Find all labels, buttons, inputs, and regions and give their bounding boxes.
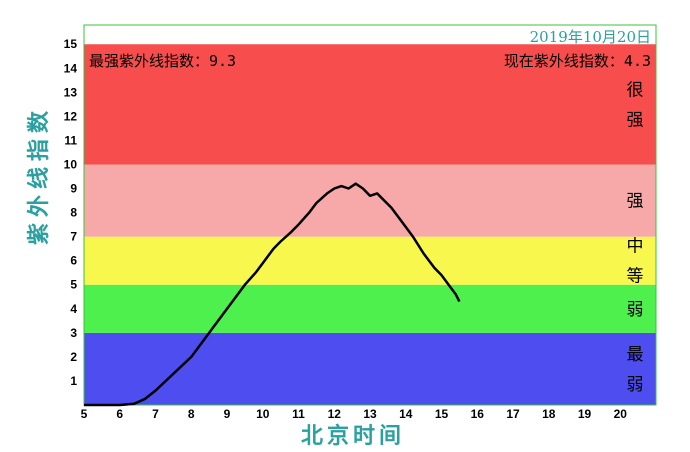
x-axis-title: 北京时间 [301,423,405,449]
y-tick-label: 1 [70,374,77,388]
x-tick-label: 6 [116,407,123,421]
y-tick-label: 6 [70,254,77,268]
y-tick-label: 12 [64,109,78,123]
uv-band-3 [84,164,656,237]
x-tick-label: 17 [506,407,520,421]
uv-index-series-line [84,182,461,407]
x-tick-label: 19 [578,407,592,421]
plot-frame [83,24,657,406]
y-tick-label: 8 [70,206,77,220]
x-tick-label: 10 [256,407,270,421]
band-label-text: 最 [627,345,644,365]
x-tick-label: 5 [81,407,88,421]
date-label: 2019年10月20日 [530,28,651,46]
band-label-text: 很 [627,80,644,100]
band-label-text: 弱 [627,375,644,395]
y-axis-title: 紫外线指数 [26,105,52,245]
y-tick-label: 3 [70,326,77,340]
x-tick-label: 18 [542,407,556,421]
y-tick-label: 4 [70,302,77,316]
uv-band-2 [84,236,656,285]
y-tick-label: 10 [64,157,78,171]
band-label-text: 强 [627,192,644,212]
band-label-text: 中 [627,237,644,257]
x-axis-ticks: 5 6 7 8 9 10 11 12 13 14 15 16 17 18 19 20 [81,407,628,421]
x-tick-label: 11 [292,407,305,421]
uv-band-4 [84,44,656,165]
x-tick-label: 14 [399,407,413,421]
y-tick-label: 7 [70,230,77,244]
uv-level-bands [84,44,656,405]
y-tick-label: 13 [64,85,78,99]
x-tick-label: 12 [328,407,342,421]
band-label-text: 等 [627,267,644,287]
band-label-text: 强 [627,110,644,130]
max-uv-label: 最强紫外线指数：9.3 [89,52,236,70]
x-tick-label: 13 [363,407,377,421]
x-tick-label: 7 [152,407,159,421]
x-tick-label: 15 [435,407,449,421]
uv-band-1 [84,284,656,333]
x-tick-label: 9 [224,407,231,421]
y-tick-label: 15 [64,37,78,51]
x-tick-label: 8 [188,407,195,421]
x-tick-label: 20 [614,407,628,421]
uv-band-0 [84,332,656,405]
y-tick-label: 5 [70,278,77,292]
y-tick-label: 14 [64,61,78,75]
current-uv-label: 现在紫外线指数：4.3 [504,52,651,70]
y-tick-label: 11 [64,133,77,147]
y-tick-label: 9 [70,182,77,196]
band-label-text: 弱 [627,300,644,320]
y-tick-label: 2 [70,350,77,364]
x-tick-label: 16 [471,407,485,421]
